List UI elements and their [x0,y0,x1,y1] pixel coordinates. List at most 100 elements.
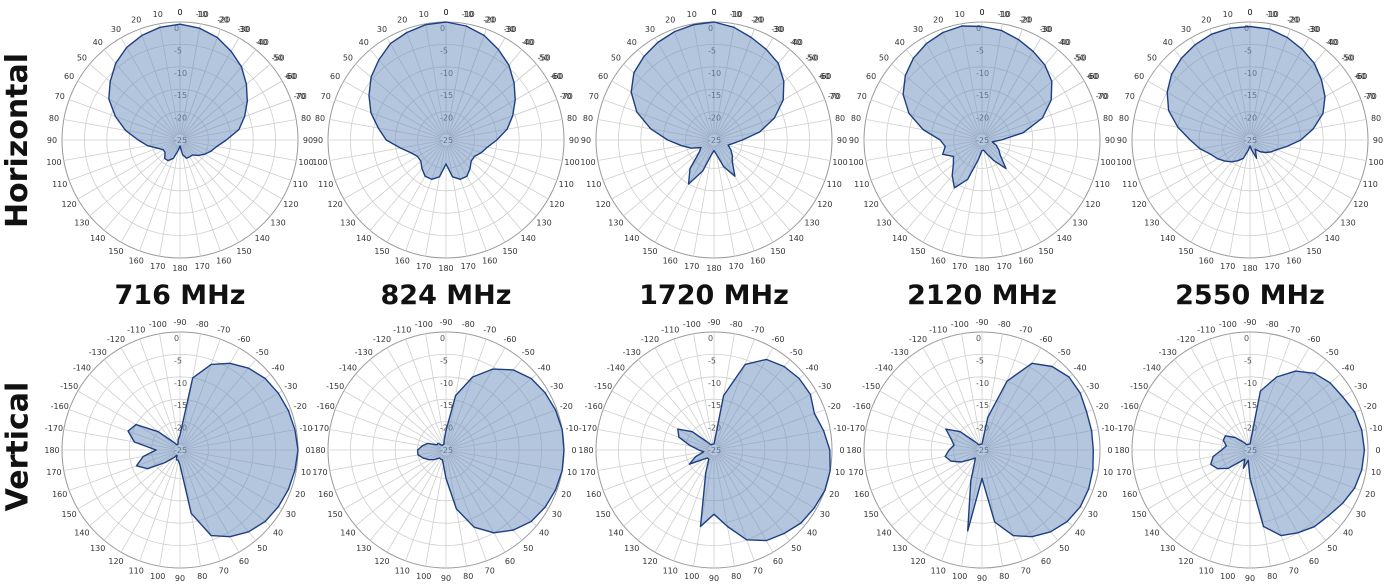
angle-tick-label: 30 [552,510,562,519]
angle-tick-label: -120 [641,335,659,344]
angle-tick-label: -150 [594,382,612,391]
angle-tick-label: 60 [330,72,340,81]
angle-tick-label: -60 [1039,335,1052,344]
angle-tick-label: -80 [1266,320,1279,329]
angle-tick-label: 90 [709,574,719,583]
angle-tick-label: -50 [806,54,819,63]
grid-spoke [369,454,443,541]
angle-tick-label: -40 [1342,364,1355,373]
angle-tick-label: -50 [790,348,803,357]
angle-tick-label: 60 [1309,557,1319,566]
angle-tick-label: 160 [1199,256,1214,265]
radiation-pattern-series [902,25,1053,189]
angle-tick-label: -90 [1243,318,1256,327]
angle-tick-label: 100 [848,158,863,167]
angle-tick-label: 10 [731,10,741,19]
angle-tick-label: 10 [463,10,473,19]
angle-tick-label: 60 [286,72,296,81]
angle-tick-label: 10 [1103,468,1113,477]
radial-tick-label: -5 [1244,356,1252,365]
angle-tick-label: -60 [1354,72,1367,81]
angle-tick-label: 120 [910,557,925,566]
angle-tick-label: -170 [1115,424,1133,433]
angle-tick-label: -60 [818,72,831,81]
angle-tick-label: 80 [851,114,861,123]
angle-tick-label: -160 [1121,402,1139,411]
polar-chart-vertical-716: -90 -80-70-60-50-40-30-20-100102030405060… [44,318,312,583]
angle-tick-label: 140 [892,234,907,243]
radiation-pattern-series [368,21,516,181]
angle-tick-label: 80 [835,114,845,123]
angle-tick-label: 130 [340,218,355,227]
grid-spoke [693,333,714,445]
angle-tick-label: 20 [1365,490,1375,499]
angle-tick-label: -60 [550,72,563,81]
angle-tick-label: 110 [318,180,333,189]
angle-tick-label: -130 [89,348,107,357]
angle-tick-label: 0 [305,446,310,455]
frequency-label: 1720 MHz [639,280,789,311]
angle-tick-label: -160 [585,402,603,411]
angle-tick-label: -100 [951,320,969,329]
angle-tick-label: 40 [1075,528,1085,537]
angle-tick-label: 110 [559,180,574,189]
angle-tick-label: 10 [301,468,311,477]
angle-tick-label: 40 [359,38,369,47]
angle-tick-label: 30 [913,25,923,34]
angle-tick-label: 100 [1220,572,1235,581]
angle-tick-label: 70 [295,92,305,101]
angle-tick-label: 0 [177,8,182,17]
grid-spoke [693,145,714,257]
angle-tick-label: 100 [832,158,847,167]
angle-tick-label: 50 [879,54,889,63]
angle-tick-label: -80 [462,320,475,329]
grid-spoke [623,143,710,217]
angle-tick-label: -40 [806,364,819,373]
grid-spoke [719,141,826,181]
angle-tick-label: 180 [974,264,989,273]
angle-tick-label: 90 [175,574,185,583]
angle-tick-label: 130 [90,544,105,553]
angle-tick-label: 100 [150,572,165,581]
grid-spoke [139,455,179,562]
angle-tick-label: 100 [580,158,595,167]
angle-tick-label: 130 [1160,544,1175,553]
angle-tick-label: 160 [854,490,869,499]
grid-spoke [1252,144,1310,243]
angle-tick-label: 180 [438,264,453,273]
angle-tick-label: -80 [196,320,209,329]
angle-tick-label: -20 [751,16,764,25]
angle-tick-label: 90 [1105,136,1115,145]
angle-tick-label: 50 [1343,54,1353,63]
angle-tick-label: 130 [892,544,907,553]
angle-tick-label: 150 [596,510,611,519]
angle-tick-label: 110 [1199,566,1214,575]
angle-tick-label: -70 [560,92,573,101]
angle-tick-label: 90 [837,136,847,145]
angle-tick-label: -90 [439,318,452,327]
grid-spoke [1229,333,1250,445]
grid-spoke [77,142,176,200]
angle-tick-label: -120 [373,335,391,344]
grid-spoke [386,347,444,446]
grid-spoke [986,142,1085,200]
angle-tick-label: 10 [567,468,577,477]
angle-tick-label: 0 [839,446,844,455]
angle-tick-label: 80 [315,114,325,123]
angle-tick-label: -40 [272,364,285,373]
radial-tick-label: -15 [174,401,187,410]
angle-tick-label: 120 [549,200,564,209]
angle-tick-label: 60 [773,557,783,566]
angle-tick-label: 40 [539,528,549,537]
angle-tick-label: -110 [661,326,679,335]
grid-spoke [718,142,817,200]
angle-tick-label: 110 [1122,180,1137,189]
grid-spoke [103,359,177,446]
angle-tick-label: 160 [931,256,946,265]
radial-tick-label: -20 [976,424,989,433]
angle-tick-label: -40 [522,38,535,47]
angle-tick-label: 70 [857,92,867,101]
angle-tick-label: 60 [866,72,876,81]
angle-tick-label: 40 [1327,38,1337,47]
angle-tick-label: 60 [1088,72,1098,81]
